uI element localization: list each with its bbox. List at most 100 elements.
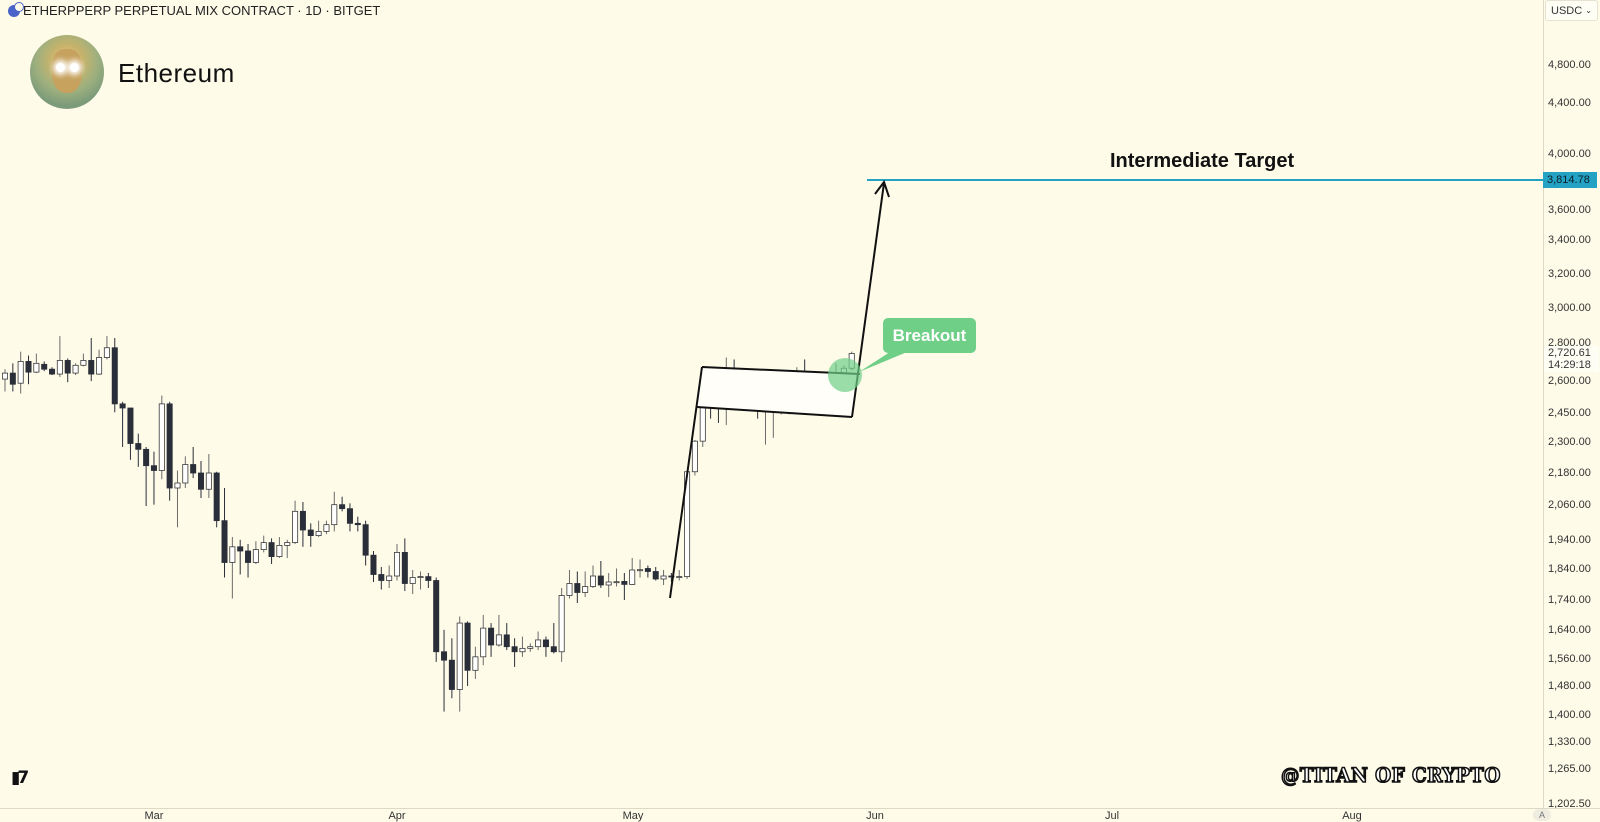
flagpole-line[interactable] [669,366,703,599]
candle [2,369,8,392]
candle-body [339,504,346,510]
ethereum-coin-icon [8,1,24,17]
candle-body [143,448,150,467]
candle [574,571,581,603]
candle-body [158,403,165,471]
candle [527,643,534,652]
price-tick: 3,600.00 [1548,204,1591,216]
candle [64,358,71,383]
candle [150,451,157,505]
current-price: 2,720.61 [1548,347,1591,359]
candle-body [590,575,597,587]
candle-body [660,575,667,580]
candle-body [2,372,8,380]
candle-body [9,372,16,385]
candle-body [676,576,683,578]
price-tick: 1,480.00 [1548,680,1591,692]
candle [88,338,95,382]
candle-body [229,546,236,563]
candle [378,567,385,590]
price-tick: 1,940.00 [1548,534,1591,546]
candle [354,516,361,532]
candle-body [64,360,71,374]
candle [205,454,212,498]
candle [409,570,416,594]
candle-body [401,552,408,584]
currency-label: USDC [1551,4,1583,17]
candle [135,433,142,467]
asset-name: Ethereum [118,58,235,88]
watermark: @TITAN OF CRYPTO [1280,762,1501,788]
candle-body [276,545,283,558]
price-tick: 1,840.00 [1548,563,1591,575]
candle-body [566,583,573,596]
candle-body [668,575,675,578]
candle [582,571,589,597]
candle-body [190,464,197,474]
candle-body [472,656,479,671]
candle-body [613,581,620,584]
candle-body [644,568,651,572]
avatar-eye [70,63,79,72]
candle [143,447,150,506]
price-axis[interactable] [1543,0,1600,808]
flag-bottom-line[interactable] [696,406,853,418]
candle [535,631,542,651]
candle-body [331,504,338,526]
candle-body [315,531,322,537]
price-tick: 1,330.00 [1548,736,1591,748]
candle-body [652,571,659,580]
candle [284,539,291,558]
breakout-callout: Breakout [883,318,976,353]
candle [41,361,48,372]
price-tick: 1,202.50 [1548,798,1591,810]
price-tick: 2,450.00 [1548,407,1591,419]
tradingview-logo[interactable]: ▮7 [11,768,29,788]
candle-body [221,520,228,563]
candle [558,588,565,662]
price-tick: 1,400.00 [1548,709,1591,721]
candle [566,570,573,599]
candle-body [597,575,604,586]
candle [629,558,636,585]
candle-body [252,549,259,563]
time-axis[interactable] [0,808,1600,822]
candle-body [292,510,299,544]
candle [221,488,228,578]
candle [166,401,173,501]
candle-body [182,464,189,484]
candle-body [691,440,698,473]
price-chart[interactable] [0,0,1543,808]
candle [644,565,651,578]
candle-body [268,542,275,557]
candle-body [174,482,181,489]
candle-body [346,508,353,524]
candle-body [637,569,644,572]
candle-body [88,360,95,375]
candle [25,355,32,385]
candle-body [621,581,628,585]
candle-body [378,574,385,581]
candle [182,456,189,488]
candle [56,336,63,377]
candle [472,646,479,679]
candle-body [535,639,542,648]
candle-body [213,472,220,522]
price-tick: 2,060.00 [1548,499,1591,511]
candle [9,363,16,392]
candle-body [166,403,173,489]
avatar-eye [56,63,65,72]
candle [386,565,393,588]
candle [346,503,353,532]
candle-body [127,407,134,444]
currency-selector[interactable]: USDC ⌄ [1545,0,1598,21]
candle [307,523,314,547]
chart-title: ETHERPPERP PERPETUAL MIX CONTRACT · 1D ·… [8,1,380,18]
candle [550,623,557,654]
auto-scale-button[interactable]: A [1533,809,1551,821]
candle [245,544,252,578]
breakout-highlight-circle [828,358,862,392]
price-tick: 2,180.00 [1548,467,1591,479]
candle [331,491,338,532]
time-tick: May [622,810,644,822]
